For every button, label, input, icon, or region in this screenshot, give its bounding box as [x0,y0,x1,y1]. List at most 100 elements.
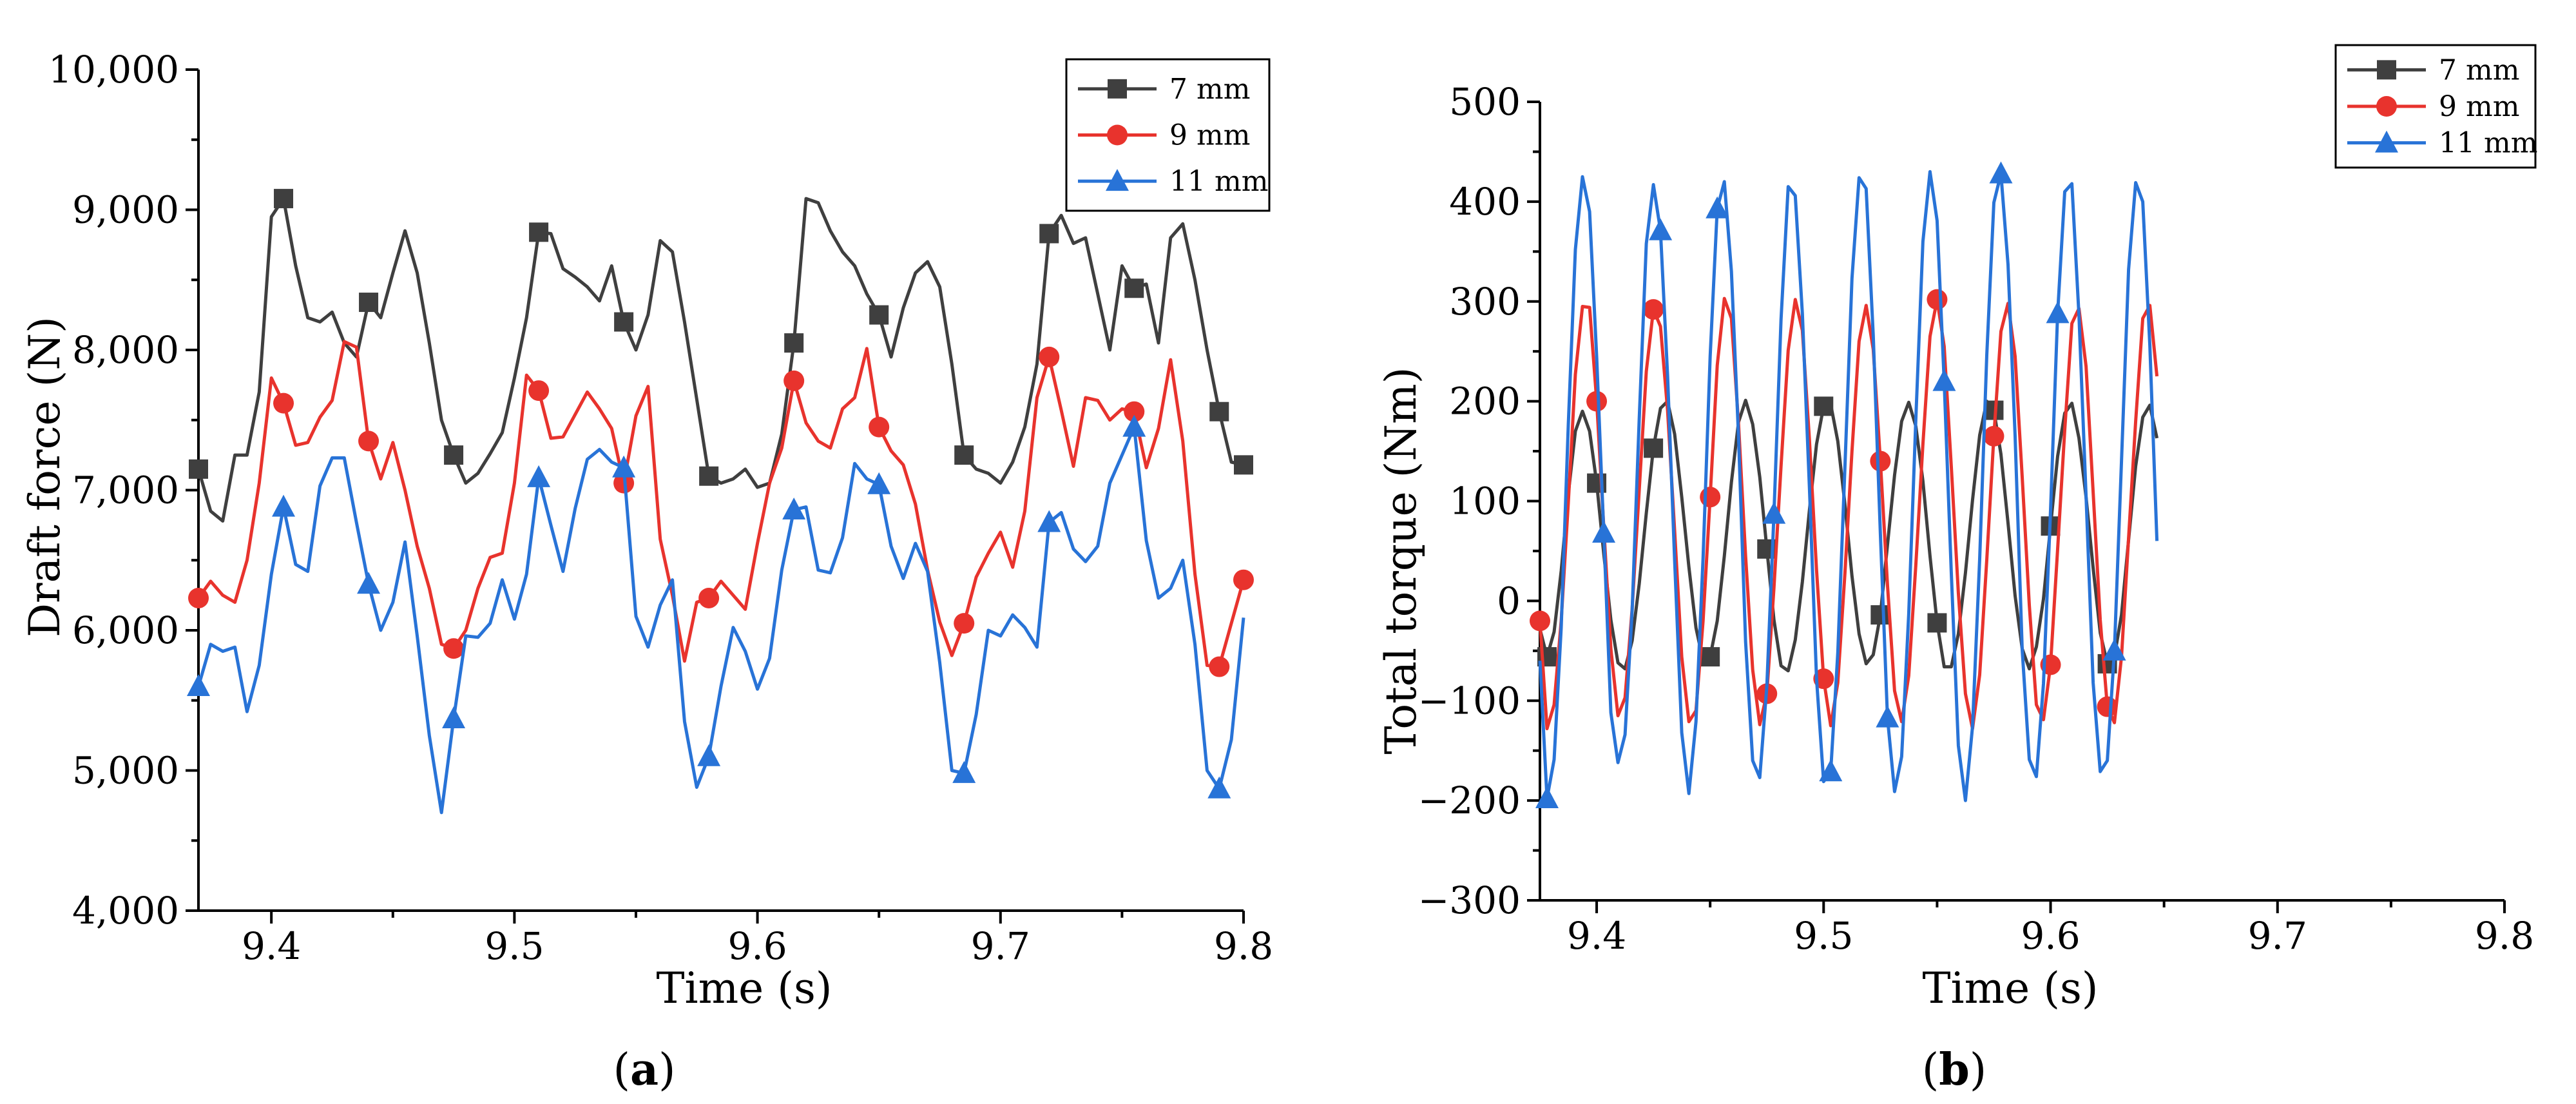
legend-marker-b-2 [2375,130,2398,153]
y-tick-label-a: 4,000 [72,889,179,933]
series-marker-b-1 [1643,299,1664,320]
series-marker-a-2 [357,572,381,594]
y-tick-label-b: 0 [1497,579,1521,623]
series-marker-a-2 [612,455,636,478]
y-tick-label-b: 200 [1449,380,1521,423]
legend-marker-a-1 [1107,124,1128,146]
series-marker-a-0 [784,333,804,353]
series-marker-b-2 [1989,161,2013,184]
series-marker-a-0 [1124,278,1144,298]
series-marker-a-2 [1207,776,1231,799]
series-marker-a-0 [189,459,208,479]
series-marker-a-1 [1039,346,1060,367]
series-marker-a-1 [443,638,465,659]
x-tick-label-b: 9.5 [1794,914,1853,958]
series-marker-b-0 [1814,396,1834,416]
axes-b: −300 −200 −100 0 100 200 300 400 500 9.4 9.5 9.6 9.7… [1418,80,2534,958]
x-axis-label-b: Time (s) [1922,964,2098,1013]
series-marker-b-0 [1700,647,1720,667]
x-tick-label-a: 9.4 [242,924,301,968]
series-marker-b-2 [1876,705,1899,728]
series-line-a-1 [197,340,1245,668]
legend-marker-a-0 [1108,79,1127,99]
panel-label-b-close: ) [1970,1045,1987,1096]
series-marker-b-1 [1870,450,1891,472]
series-marker-b-1 [1700,487,1721,508]
series-marker-b-2 [1706,196,1729,218]
legend-marker-b-0 [2377,60,2396,80]
series-marker-a-2 [187,674,210,696]
legend-label-b-0: 7 mm [2439,53,2519,86]
series-marker-a-2 [272,494,296,517]
series-marker-a-0 [954,445,974,465]
series-marker-a-1 [783,370,805,391]
y-tick-label-b: −100 [1418,679,1521,722]
y-axis-label-a: Draft force (N) [20,316,70,637]
series-marker-b-2 [1535,786,1559,809]
series-marker-a-2 [442,706,466,729]
x-tick-label-b: 9.6 [2021,914,2080,958]
series-marker-a-2 [1037,510,1061,532]
legend-b: 7 mm 9 mm 11 mm [2334,44,2537,169]
series-marker-b-2 [1592,521,1616,543]
series-marker-b-2 [2046,301,2070,324]
panel-label-a: (a) [613,1044,675,1096]
axes-a: 4,000 5,000 6,000 7,000 8,000 9,000 10,000 9.4 9… [48,48,1273,968]
series-marker-a-1 [1233,569,1254,590]
y-tick-label-b: 400 [1449,180,1521,224]
series-marker-a-1 [698,587,720,608]
series-marker-b-2 [1762,501,1786,524]
series-marker-a-0 [1039,224,1059,244]
y-tick-label-a: 10,000 [48,48,179,92]
panel-label-b-letter: b [1939,1044,1970,1096]
y-tick-label-b: 100 [1449,479,1521,523]
series-marker-a-1 [1209,656,1230,677]
x-tick-label-b: 9.4 [1567,914,1626,958]
series-marker-a-2 [1122,414,1146,437]
y-tick-label-a: 5,000 [72,749,179,793]
chart-panel-a: 4,000 5,000 6,000 7,000 8,000 9,000 10,000 9.4 9… [20,48,1273,1096]
series-marker-a-2 [952,760,976,783]
legend-label-a-0: 7 mm [1169,73,1250,106]
y-tick-label-b: 500 [1449,80,1521,124]
series-marker-a-1 [869,416,890,438]
legend-marker-b-1 [2376,96,2397,117]
legend-a: 7 mm 9 mm 11 mm [1065,58,1271,212]
series-marker-b-1 [1927,289,1948,310]
series-marker-a-1 [358,431,380,452]
series-marker-a-0 [274,189,294,209]
series-marker-b-2 [1819,759,1843,782]
series-marker-a-2 [697,744,721,766]
legend-label-b-2: 11 mm [2439,127,2537,160]
series-marker-b-1 [2097,696,2118,717]
y-tick-label-b: −300 [1418,878,1521,922]
panel-label-b-open: ( [1922,1045,1939,1096]
series-marker-a-0 [1234,455,1253,475]
series-marker-a-2 [527,465,551,487]
series-marker-a-0 [359,293,379,313]
series-marker-b-0 [1644,438,1664,458]
x-tick-label-a: 9.8 [1214,924,1273,968]
series-group-a [187,189,1254,815]
series-marker-a-1 [273,392,294,414]
series-marker-a-2 [867,472,891,494]
legend-label-a-1: 9 mm [1169,119,1250,152]
x-tick-label-b: 9.8 [2475,914,2534,958]
series-marker-a-0 [614,312,634,332]
panel-label-b: (b) [1922,1044,1987,1096]
series-marker-a-2 [782,497,806,519]
y-tick-label-a: 7,000 [72,469,179,512]
x-tick-label-b: 9.7 [2248,914,2307,958]
legend-marker-a-2 [1106,169,1129,191]
series-marker-a-1 [528,380,550,402]
panel-label-a-close: ) [658,1045,676,1096]
series-marker-a-0 [529,222,549,242]
series-marker-a-0 [699,466,719,486]
y-tick-label-b: 300 [1449,280,1521,324]
series-marker-b-1 [1586,391,1608,412]
y-axis-label-b: Total torque (Nm) [1376,367,1426,754]
series-marker-b-2 [1649,218,1673,240]
x-tick-label-a: 9.5 [485,924,544,968]
